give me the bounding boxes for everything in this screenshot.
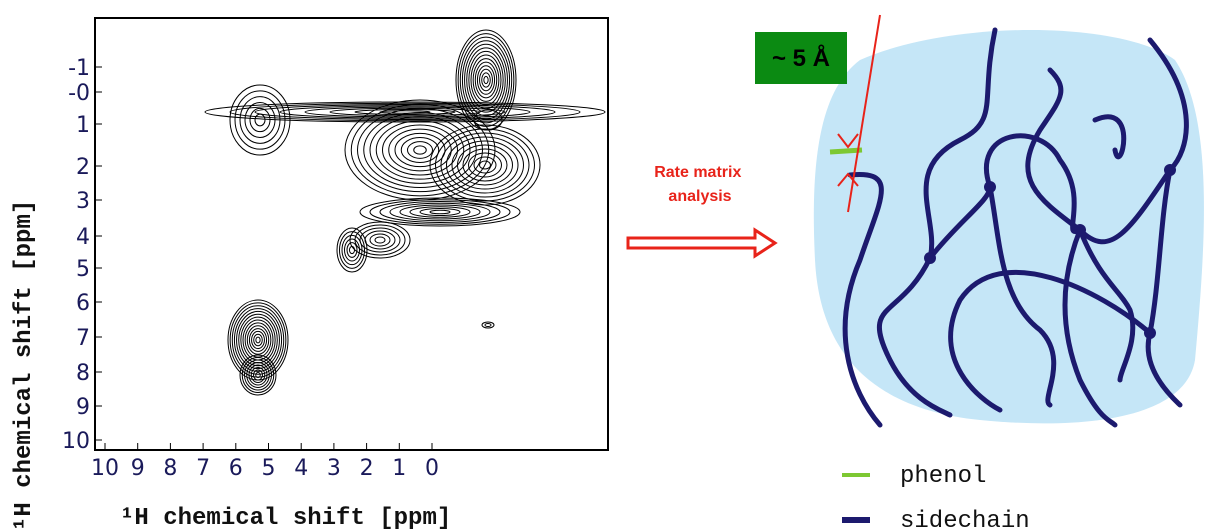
y-tick-label: -1 [68,56,90,81]
figure: 109876543210-1-012345678910 ¹H chemical … [0,0,1211,531]
legend-label: sidechain [900,508,1030,531]
x-tick-label: 4 [294,456,308,481]
process-arrow [628,230,775,256]
contour [395,133,445,166]
contour [485,324,491,327]
x-tick-label: 10 [91,456,119,481]
contour [484,76,488,83]
contour [241,317,275,363]
y-tick-label: 8 [76,361,90,386]
legend-label: phenol [900,463,986,490]
x-tick-label: 8 [163,456,177,481]
x-tick-label: 7 [196,456,210,481]
contour [408,142,433,159]
contour [375,237,385,243]
y-tick-label: 4 [76,225,90,250]
contour [420,209,460,216]
y-tick-label: 1 [76,113,90,138]
y-tick-label: 6 [76,291,90,316]
arrow-label-line: Rate matrix [654,164,741,181]
contour [482,73,491,87]
contour [255,114,265,126]
y-tick-label: 2 [76,155,90,180]
x-tick-label: 2 [360,456,374,481]
contour [250,108,270,131]
contour [247,326,268,355]
contour [360,228,400,252]
contour [370,117,470,184]
y-tick-label: 7 [76,326,90,351]
contour [247,363,270,388]
y-tick-label: 9 [76,395,90,420]
y-axis-label: ¹H chemical shift [ppm] [11,200,38,531]
y-tick-label: 5 [76,257,90,282]
contour [390,203,490,221]
arrow-label: Rate matrix analysis [654,164,746,205]
x-tick-label: 9 [131,456,145,481]
contour [475,62,496,98]
contour [254,334,263,345]
distance-label: ~ 5 Å [772,44,830,72]
contour [256,337,260,343]
x-tick-label: 3 [327,456,341,481]
contour [370,234,390,246]
contour [482,322,494,328]
x-tick-label: 5 [262,456,276,481]
x-tick-label: 6 [229,456,243,481]
x-tick-label: 1 [392,456,406,481]
x-tick-label: 0 [425,456,439,481]
contour [240,355,276,395]
contour [389,129,452,171]
contour [232,306,283,375]
x-axis-label: ¹H chemical shift [ppm] [120,505,451,531]
contour [280,106,530,119]
arrow-label-line: analysis [668,188,731,205]
contour [469,51,503,108]
contour [414,146,427,154]
y-tick-label: -0 [68,81,90,106]
contour [430,210,450,214]
y-tick-label: 3 [76,189,90,214]
y-tick-label: 10 [62,429,90,454]
contours [205,30,605,395]
